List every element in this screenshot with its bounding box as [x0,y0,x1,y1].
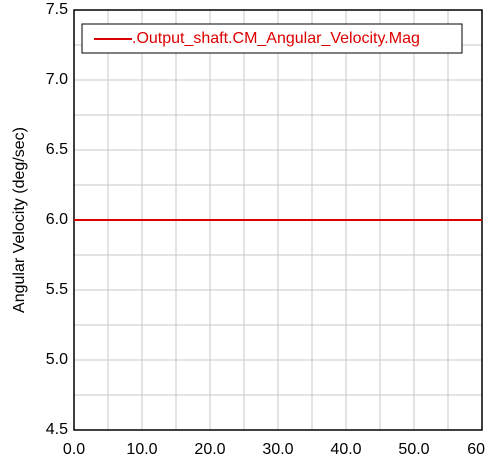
x-tick-label: 10.0 [126,441,157,458]
legend-box [81,23,463,54]
legend-label: .Output_shaft.CM_Angular_Velocity.Mag [132,30,420,47]
x-tick-label: 40.0 [330,441,361,458]
y-tick-label: 6.0 [46,211,68,228]
x-tick-label: 50.0 [398,441,429,458]
y-tick-label: 5.5 [46,281,68,298]
y-tick-label: 7.0 [46,71,68,88]
y-tick-label: 7.5 [46,1,68,18]
y-tick-label: 4.5 [46,421,68,438]
x-tick-label: 30.0 [262,441,293,458]
y-axis-label: Angular Velocity (deg/sec) [11,127,28,313]
x-tick-label: 20.0 [194,441,225,458]
y-tick-label: 6.5 [46,141,68,158]
y-tick-label: 5.0 [46,351,68,368]
x-tick-label: 0.0 [63,441,85,458]
x-tick-label: 60 [467,441,485,458]
